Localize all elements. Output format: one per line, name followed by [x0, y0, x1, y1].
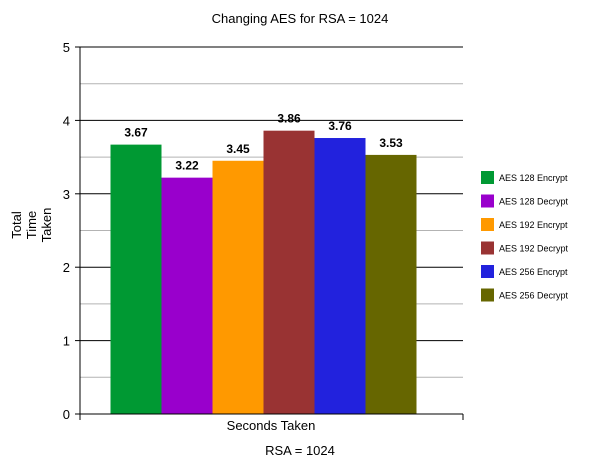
data-label: 3.86 [277, 112, 301, 126]
y-axis-label-line-2: Time [24, 211, 39, 239]
bar-aes-192-decrypt [263, 130, 315, 414]
data-label: 3.22 [175, 159, 199, 173]
data-label: 3.67 [124, 126, 148, 140]
x-axis-label: RSA = 1024 [265, 443, 335, 458]
data-labels: 3.67 3.22 3.45 3.86 3.76 3.53 [124, 112, 403, 173]
legend-label: AES 256 Encrypt [499, 267, 568, 277]
legend: AES 128 Encrypt AES 128 Decrypt AES 192 En… [481, 171, 569, 302]
legend-swatch [481, 171, 494, 184]
y-tick-label: 3 [63, 187, 70, 202]
bar-aes-256-encrypt [314, 138, 366, 415]
y-axis-label-line-1: Total [9, 211, 24, 239]
legend-label: AES 128 Decrypt [499, 197, 569, 207]
axes [79, 47, 464, 420]
y-tick-label: 4 [63, 113, 70, 128]
y-tick-label: 1 [63, 334, 70, 349]
legend-swatch [481, 288, 494, 302]
category-label: Seconds Taken [227, 418, 316, 433]
bar-aes-256-decrypt [365, 154, 417, 414]
y-axis-ticks: 0 1 2 3 4 5 [63, 40, 80, 422]
legend-label: AES 128 Encrypt [499, 173, 568, 183]
bar-aes-192-encrypt [212, 160, 264, 414]
bar-aes-128-encrypt [110, 144, 162, 414]
legend-swatch [481, 218, 494, 231]
data-label: 3.45 [226, 142, 250, 156]
legend-label: AES 256 Decrypt [499, 291, 569, 301]
y-tick-label: 5 [63, 40, 70, 55]
legend-swatch [481, 194, 494, 208]
data-label: 3.76 [328, 119, 352, 133]
legend-label: AES 192 Encrypt [499, 220, 568, 230]
chart-title: Changing AES for RSA = 1024 [212, 11, 389, 26]
data-label: 3.53 [379, 136, 403, 150]
legend-swatch [481, 265, 494, 278]
bars [110, 130, 417, 415]
bar-aes-128-decrypt [161, 177, 213, 414]
legend-label: AES 192 Decrypt [499, 244, 569, 254]
y-tick-label: 0 [63, 407, 70, 422]
y-tick-label: 2 [63, 260, 70, 275]
legend-swatch [481, 241, 494, 255]
y-axis-label-line-3: Taken [39, 208, 54, 243]
